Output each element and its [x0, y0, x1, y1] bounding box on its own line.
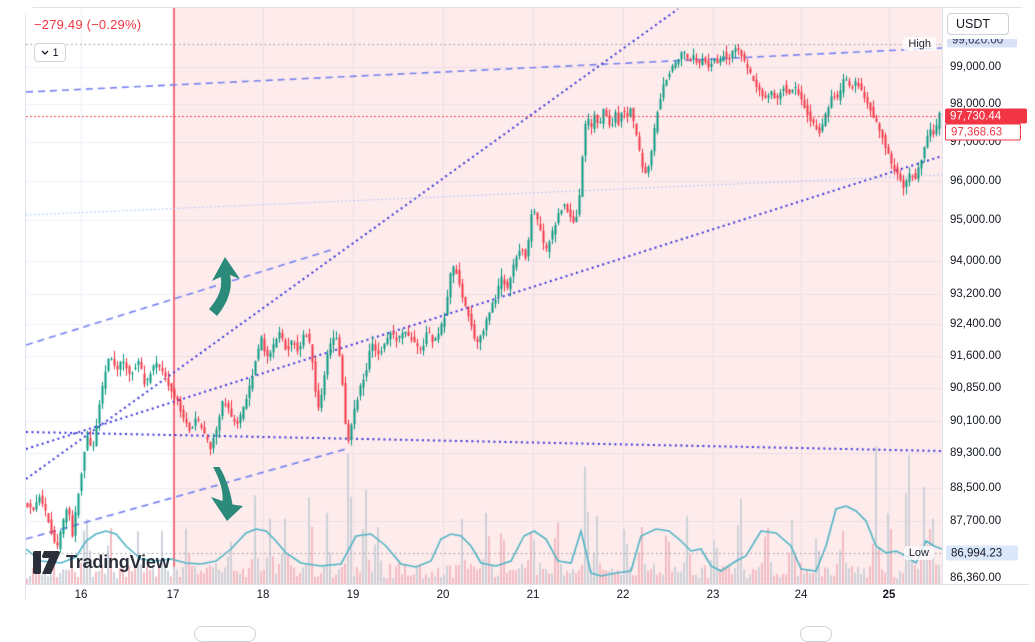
price-axis-panel[interactable]: 99,620.00 USDT 99,000.00 98,000.00 97,000.… [942, 8, 1029, 607]
chart-plot-area[interactable]: −279.49 (−0.29%) 1 High Low TradingView [26, 8, 942, 584]
legend-collapse-button[interactable]: 1 [34, 43, 66, 62]
time-axis-panel[interactable]: 16 17 18 19 20 21 22 23 24 25 [26, 584, 1029, 608]
legend-count-label: 1 [52, 46, 59, 59]
current-price-label: 97,730.44 [945, 108, 1027, 124]
price-tick: 92,400.00 [950, 318, 1002, 330]
price-tick: 90,850.00 [950, 382, 1002, 394]
secondary-price-label: 97,368.63 [945, 123, 1021, 141]
price-tick: 94,000.00 [950, 255, 1002, 267]
price-tick: 88,500.00 [950, 482, 1002, 494]
price-tick: 99,000.00 [950, 61, 1002, 73]
chart-card: −279.49 (−0.29%) 1 High Low TradingView [25, 7, 1029, 608]
price-tick: 90,100.00 [950, 415, 1002, 427]
price-tick: 86,360.00 [950, 572, 1002, 584]
up-arrow-drawing[interactable] [202, 257, 242, 317]
time-tick: 19 [346, 589, 360, 601]
bottom-toolbar-button-left[interactable] [194, 626, 256, 642]
price-tick: 87,700.00 [950, 515, 1002, 527]
currency-select[interactable]: USDT [947, 13, 1009, 35]
time-tick: 25 [882, 589, 896, 601]
time-tick: 18 [256, 589, 270, 601]
down-arrow-drawing[interactable] [206, 467, 244, 521]
time-tick: 17 [166, 589, 180, 601]
price-tick: 98,000.00 [950, 98, 1002, 110]
price-tick: 95,000.00 [950, 214, 1002, 226]
low-price-axis-label: 86,994.23 [946, 545, 1018, 561]
bottom-toolbar-button-right[interactable] [800, 626, 832, 642]
price-tick: 96,000.00 [950, 175, 1002, 187]
time-tick: 24 [794, 589, 808, 601]
price-tick: 89,300.00 [950, 447, 1002, 459]
time-tick: 22 [616, 589, 630, 601]
time-tick: 21 [526, 589, 540, 601]
price-tick: 93,200.00 [950, 288, 1002, 300]
chevron-down-icon [41, 50, 49, 55]
price-chart-canvas[interactable] [26, 8, 942, 584]
time-tick: 23 [706, 589, 720, 601]
time-tick: 16 [74, 589, 88, 601]
symbol-box-backing: USDT [943, 8, 1029, 39]
price-tick: 91,600.00 [950, 350, 1002, 362]
time-tick: 20 [436, 589, 450, 601]
